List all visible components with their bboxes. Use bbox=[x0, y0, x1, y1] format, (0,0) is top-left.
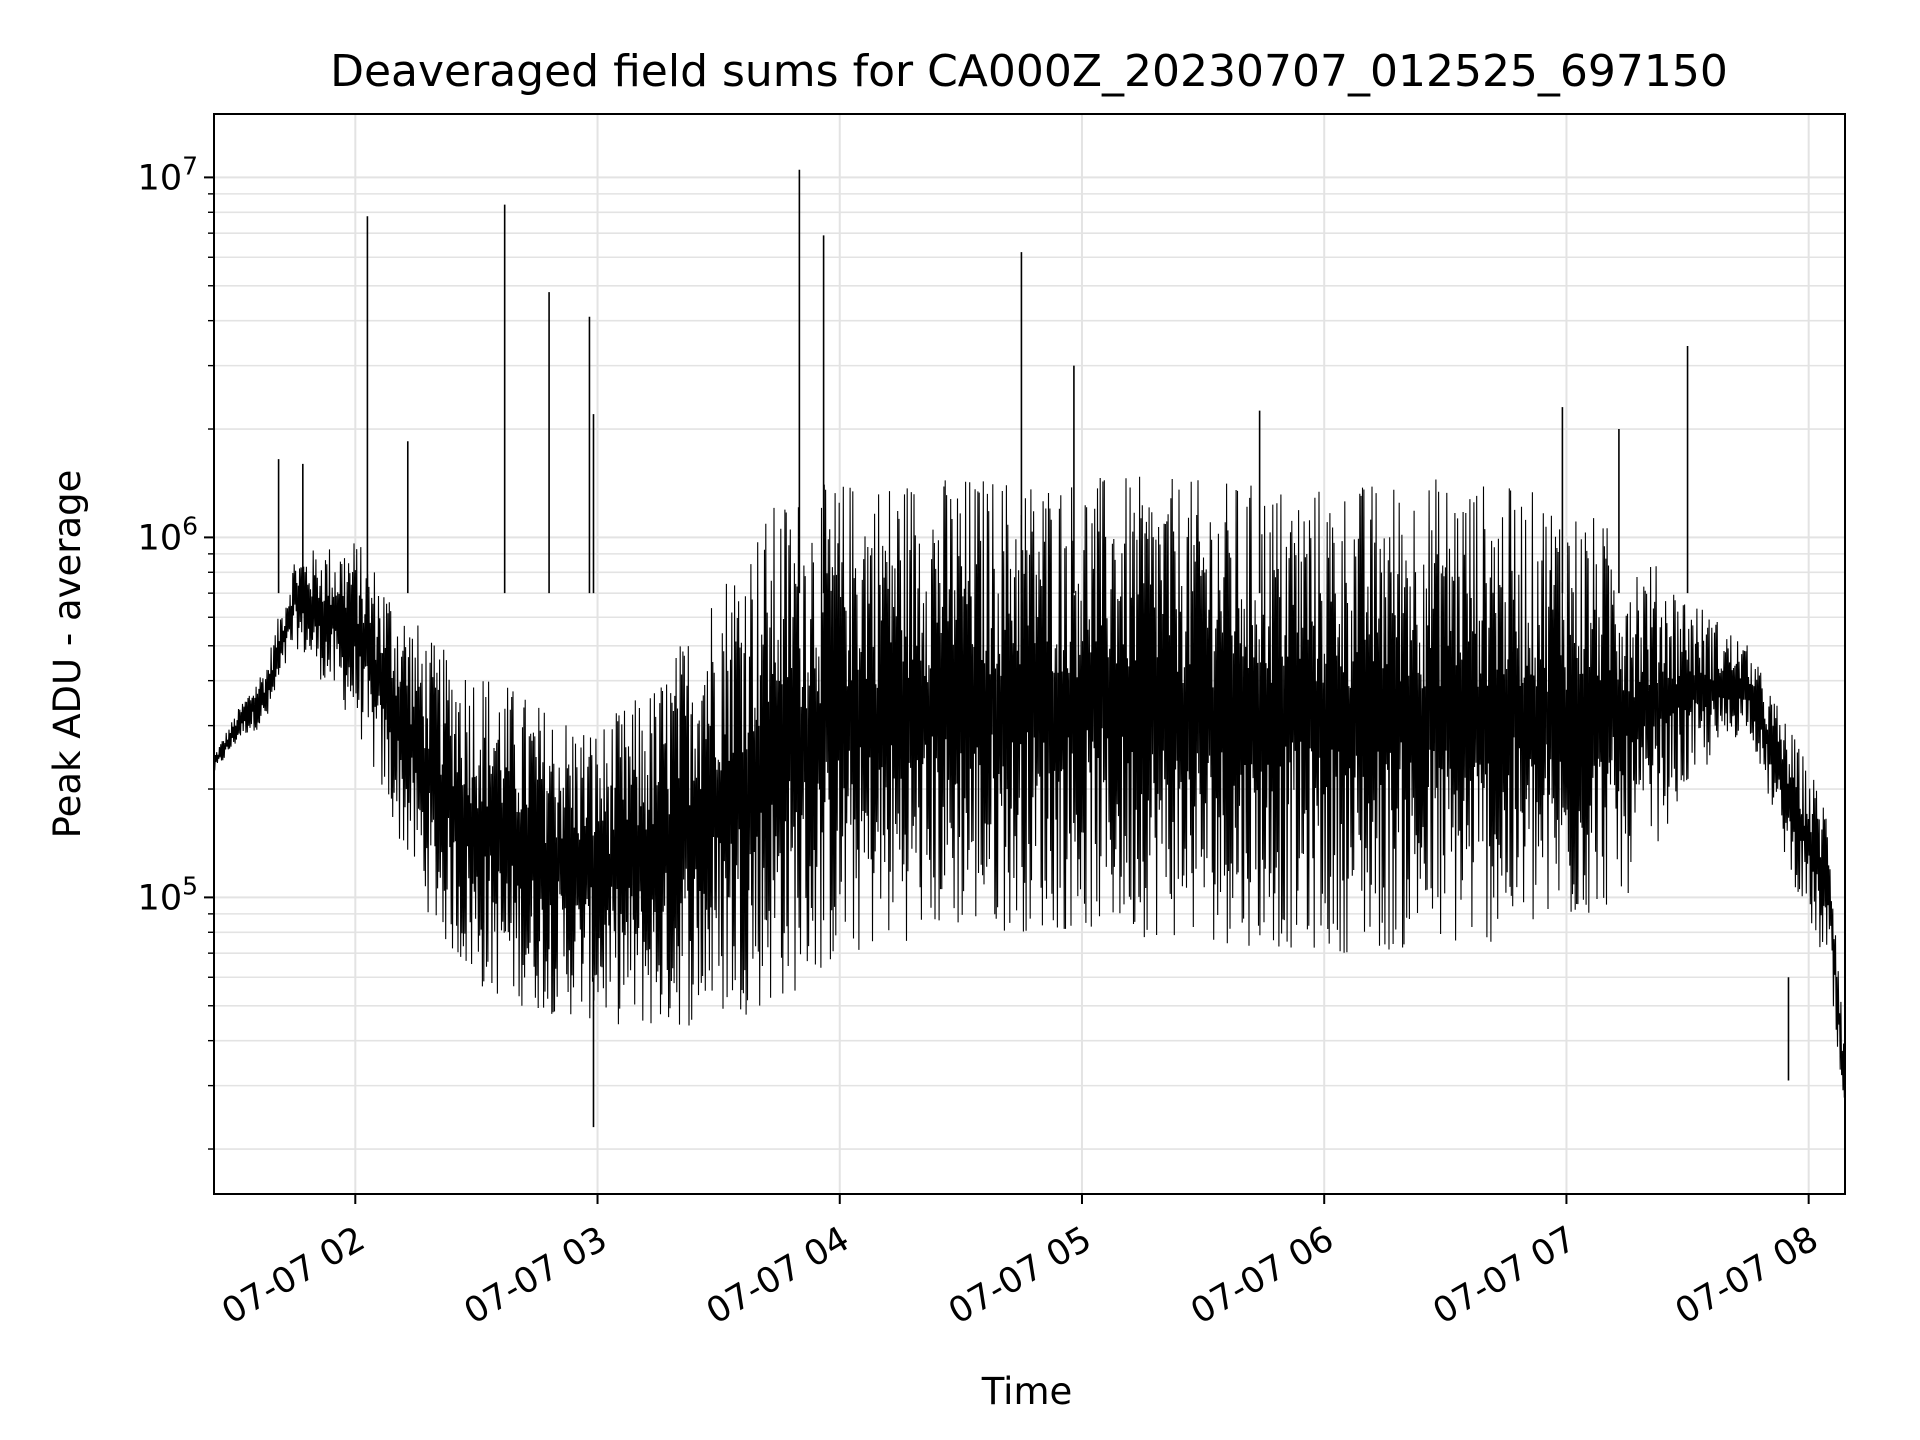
plot-area-frame bbox=[213, 113, 1846, 1195]
series-line bbox=[213, 476, 1846, 1098]
y-axis-label: Peak ADU - average bbox=[46, 470, 89, 839]
y-axis-ticks: 105 106 107 bbox=[138, 151, 214, 1150]
y-tick-label: 106 bbox=[138, 511, 198, 558]
x-axis-label: Time bbox=[981, 1370, 1073, 1413]
chart-title: Deaveraged field sums for CA000Z_2023070… bbox=[330, 46, 1728, 97]
y-tick-label: 105 bbox=[138, 871, 198, 918]
y-tick-label: 107 bbox=[138, 151, 198, 198]
data-series bbox=[213, 169, 1846, 1166]
